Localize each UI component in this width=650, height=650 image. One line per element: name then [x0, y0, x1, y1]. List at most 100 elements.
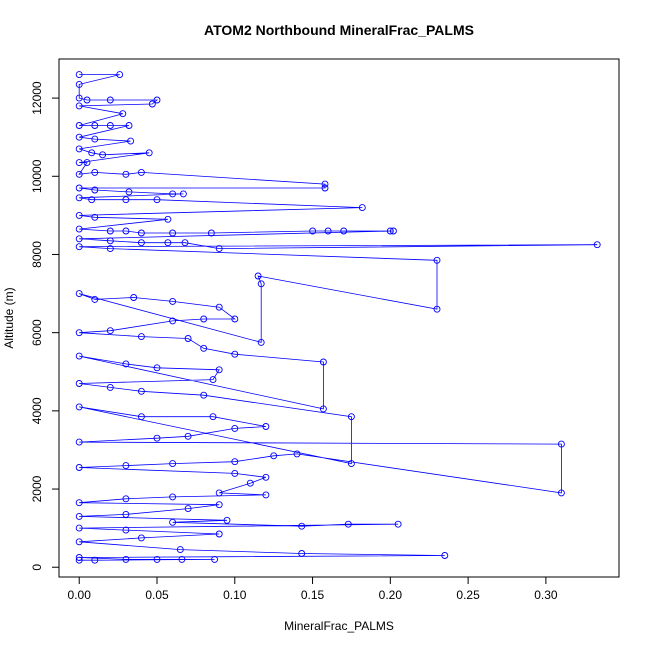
data-point: [122, 555, 130, 563]
x-axis-label: MineralFrac_PALMS: [284, 619, 394, 633]
data-point: [200, 391, 208, 399]
data-point: [75, 380, 83, 387]
data-point: [75, 184, 83, 192]
data-point: [181, 239, 189, 247]
data-point: [122, 495, 130, 503]
data-point: [137, 534, 145, 542]
data-point: [262, 473, 270, 481]
data-point: [231, 350, 239, 358]
data-point: [262, 491, 270, 499]
data-point: [125, 188, 133, 196]
data-point: [176, 546, 184, 554]
data-point: [231, 458, 239, 466]
y-axis-label: Altitude (m): [2, 287, 16, 348]
data-point: [106, 122, 114, 129]
data-point: [358, 204, 366, 212]
data-point: [106, 227, 114, 235]
y-tick-label: 12000: [30, 81, 44, 115]
y-tick-label: 2000: [30, 475, 44, 502]
data-point: [125, 122, 133, 129]
data-point: [119, 110, 127, 118]
data-point: [122, 227, 130, 235]
x-tick-label: 0.25: [456, 588, 480, 602]
data-point: [75, 290, 83, 298]
x-tick-label: 0.20: [379, 588, 403, 602]
data-point: [340, 227, 348, 235]
chart-title: ATOM2 Northbound MineralFrac_PALMS: [204, 22, 474, 38]
data-point: [153, 364, 161, 372]
data-point: [153, 196, 161, 204]
plot-frame: [58, 58, 620, 578]
data-point: [231, 315, 239, 323]
data-point: [106, 96, 114, 104]
data-point: [99, 151, 107, 159]
data-point: [200, 344, 208, 352]
data-point: [215, 303, 223, 311]
data-point: [75, 499, 83, 507]
data-point: [164, 239, 172, 247]
data-point: [83, 159, 91, 167]
data-point: [223, 516, 231, 524]
data-point: [75, 80, 83, 88]
data-point: [122, 462, 130, 470]
data-point: [75, 225, 83, 233]
data-point: [75, 556, 83, 564]
data-point: [116, 71, 124, 79]
data-point: [178, 555, 186, 563]
data-point: [75, 438, 83, 446]
y-tick-label: 10000: [30, 159, 44, 193]
data-point: [298, 550, 306, 557]
data-point: [127, 137, 135, 145]
data-point: [257, 338, 265, 346]
data-point: [169, 460, 177, 468]
data-point: [209, 376, 217, 384]
data-point: [169, 518, 177, 526]
data-point: [386, 227, 394, 235]
data-point: [106, 327, 114, 335]
data-point: [593, 241, 601, 249]
data-point: [153, 434, 161, 442]
data-point: [231, 469, 239, 477]
data-point: [75, 102, 83, 110]
data-point: [309, 227, 317, 235]
x-tick-label: 0.00: [68, 588, 92, 602]
data-point: [344, 520, 352, 528]
data-point: [153, 96, 161, 104]
data-point: [91, 295, 99, 303]
data-point: [75, 403, 83, 411]
data-point: [122, 360, 130, 368]
data-point: [137, 229, 145, 237]
y-axis: 0 2000 4000 6000 8000 10000 12000: [30, 81, 60, 571]
data-point: [321, 180, 329, 188]
data-point: [130, 294, 138, 301]
data-point: [200, 315, 208, 323]
data-point: [164, 215, 172, 223]
data-point: [75, 524, 83, 532]
data-point: [394, 520, 402, 528]
data-point: [179, 190, 187, 198]
data-point: [137, 387, 145, 395]
data-point: [441, 552, 449, 559]
data-point: [122, 510, 130, 518]
data-point: [153, 555, 161, 563]
data-point: [137, 413, 145, 421]
data-point: [169, 190, 177, 198]
data-point: [91, 135, 99, 143]
data-point: [83, 96, 91, 104]
data-point: [75, 211, 83, 219]
data-point: [106, 237, 114, 245]
data-point: [106, 245, 114, 253]
data-point: [215, 366, 223, 374]
data-point: [75, 122, 83, 129]
data-point: [106, 383, 114, 391]
data-point: [75, 538, 83, 546]
data-point: [319, 358, 327, 366]
data-point: [75, 352, 83, 360]
data-point: [75, 145, 83, 153]
data-point: [88, 196, 96, 204]
data-point: [215, 501, 223, 509]
data-point: [75, 133, 83, 141]
data-point: [215, 530, 223, 538]
data-point: [231, 424, 239, 432]
